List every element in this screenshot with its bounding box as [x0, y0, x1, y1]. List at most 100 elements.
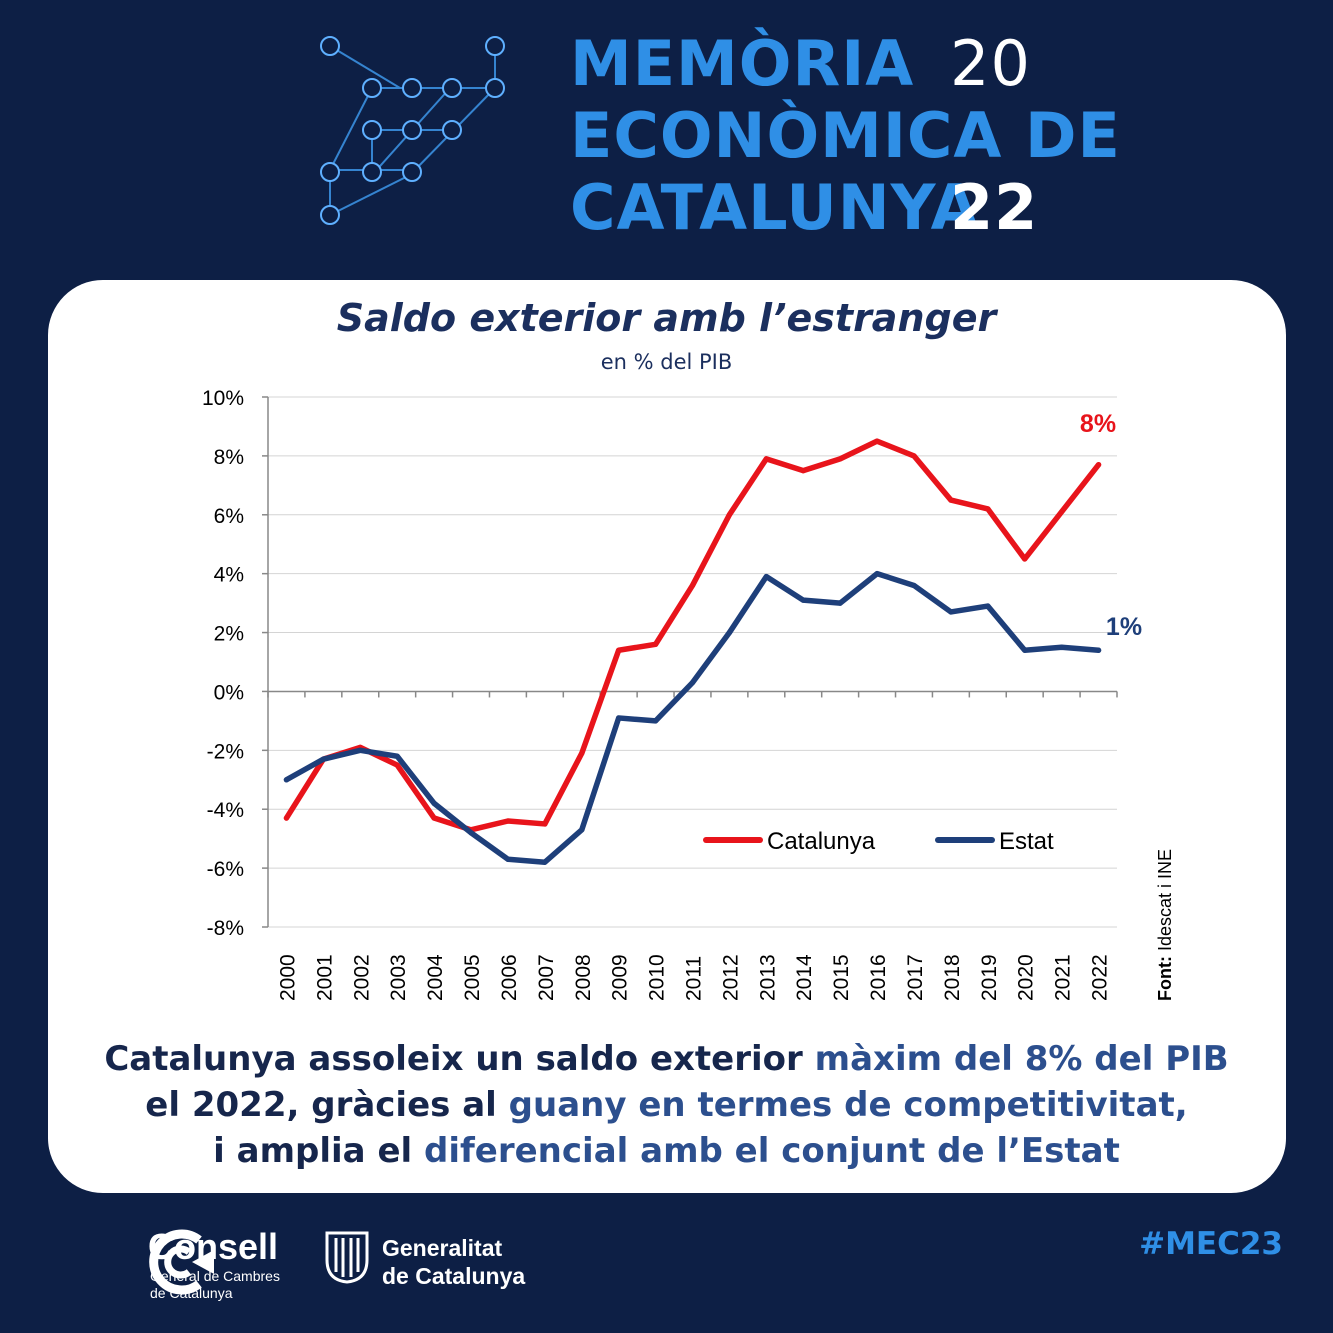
y-tick-label: -6% [207, 858, 244, 881]
x-tick-label: 2021 [1052, 954, 1075, 1001]
data-point-catalunya [1022, 556, 1028, 562]
consell-sub-line2: de Catalunya [150, 1285, 233, 1301]
data-point-estat [874, 571, 880, 577]
data-point-catalunya [874, 438, 880, 444]
data-point-estat [505, 856, 511, 862]
data-point-catalunya [652, 641, 659, 647]
year-top: 20 [950, 27, 1031, 100]
x-tick-label: 2007 [535, 954, 558, 1001]
summary-line2-a: el 2022, gràcies al [145, 1085, 497, 1125]
generalitat-line1: Generalitat [382, 1235, 503, 1261]
data-point-estat [985, 603, 991, 609]
generalitat-name: Generalitat de Catalunya [382, 1234, 525, 1290]
y-tick-label: 2% [214, 623, 244, 646]
y-tick-label: 6% [214, 505, 244, 528]
title-line-3: CATALUNYA [570, 171, 980, 244]
data-point-catalunya [431, 815, 437, 821]
y-tick-label: 0% [214, 681, 244, 704]
legend-label-catalunya: Catalunya [767, 828, 876, 855]
y-tick-label: 4% [214, 564, 244, 587]
source-text: Idescat i INE [1155, 849, 1175, 951]
x-tick-label: 2000 [276, 954, 299, 1001]
consell-logo-icon [149, 1229, 214, 1295]
hashtag[interactable]: #MEC23 [1139, 1226, 1283, 1262]
chart-title: Saldo exterior amb l’estranger [336, 296, 997, 340]
legend-label-estat: Estat [999, 828, 1054, 855]
x-tick-label: 2008 [572, 954, 595, 1001]
data-point-catalunya [911, 453, 917, 459]
data-point-estat [763, 574, 769, 580]
x-tick-label: 2001 [313, 954, 336, 1001]
data-point-estat [542, 859, 548, 865]
x-tick-label: 2017 [904, 954, 927, 1001]
title-line-1: MEMÒRIA [570, 27, 915, 100]
x-tick-label: 2011 [683, 956, 706, 1001]
chart-series [283, 438, 1102, 865]
consell-subtitle: General de Cambres de Catalunya [150, 1268, 280, 1302]
data-point-catalunya [726, 512, 733, 518]
data-point-estat [911, 582, 917, 589]
data-point-catalunya [542, 821, 548, 827]
x-tick-label: 2015 [830, 954, 853, 1001]
consell-sub-line1: General de Cambres [150, 1268, 280, 1284]
x-tick-label: 2016 [867, 954, 890, 1001]
data-point-catalunya [1059, 509, 1065, 515]
chart-subtitle: en % del PIB [600, 350, 733, 374]
title-line-2: ECONÒMICA DE [570, 99, 1121, 172]
x-tick-label: 2010 [646, 954, 669, 1001]
x-tick-label: 2009 [609, 954, 632, 1001]
x-tick-label: 2019 [978, 954, 1001, 1001]
x-tick-label: 2005 [461, 954, 484, 1001]
x-tick-label: 2003 [387, 954, 410, 1001]
consell-name: Consell [148, 1226, 279, 1267]
x-tick-label: 2006 [498, 954, 521, 1001]
x-tick-label: 2004 [424, 954, 447, 1001]
data-point-estat [468, 830, 474, 836]
source-label: Font: [1155, 956, 1175, 1001]
data-point-catalunya [800, 468, 806, 474]
generalitat-logo-icon [325, 1231, 369, 1284]
y-tick-label: 10% [202, 387, 244, 410]
data-point-catalunya [616, 647, 622, 653]
data-point-estat [1022, 647, 1028, 653]
data-point-catalunya [689, 582, 696, 589]
memoria-logo [320, 36, 505, 225]
x-tick-label: 2020 [1015, 954, 1038, 1001]
data-point-estat [652, 718, 659, 724]
data-point-estat [837, 600, 843, 606]
chart-source: Font: Idescat i INE [1155, 849, 1175, 1001]
data-point-estat [579, 827, 585, 833]
data-point-estat [1059, 644, 1065, 650]
x-tick-label: 2022 [1089, 954, 1112, 1001]
chart-axes [267, 397, 1118, 927]
y-tick-label: -4% [207, 799, 244, 822]
report-title: MEMÒRIA 20 ECONÒMICA DE CATALUNYA 22 [570, 27, 1120, 244]
x-tick-label: 2012 [719, 954, 742, 1001]
data-point-catalunya [837, 456, 843, 462]
end-label-estat: 1% [1106, 613, 1142, 641]
series-line-estat [283, 570, 1102, 865]
x-axis-ticks: 2000 2001 2002 2003 2004 2005 2006 2007 2008 2009… [276, 954, 1111, 1001]
data-point-catalunya [579, 750, 585, 756]
content-card [48, 280, 1286, 1193]
data-point-catalunya [283, 815, 290, 821]
data-point-estat [726, 629, 733, 636]
data-point-estat [283, 777, 290, 783]
x-tick-label: 2018 [941, 954, 964, 1001]
data-point-catalunya [1095, 462, 1102, 468]
summary-line1-a: Catalunya assoleix un saldo exterior [104, 1039, 803, 1079]
y-tick-label: 8% [214, 446, 244, 469]
data-point-estat [357, 747, 363, 753]
data-point-catalunya [505, 818, 511, 824]
generalitat-line2: de Catalunya [382, 1263, 526, 1289]
summary-text: Catalunya assoleix un saldo exterior màx… [60, 1036, 1273, 1174]
data-point-estat [948, 609, 954, 615]
data-point-estat [320, 756, 326, 762]
y-tick-label: -8% [207, 917, 244, 940]
end-label-catalunya: 8% [1080, 410, 1116, 438]
y-tick-label: -2% [207, 740, 244, 763]
data-point-estat [431, 800, 437, 806]
data-point-catalunya [394, 762, 400, 768]
data-point-estat [394, 753, 400, 759]
